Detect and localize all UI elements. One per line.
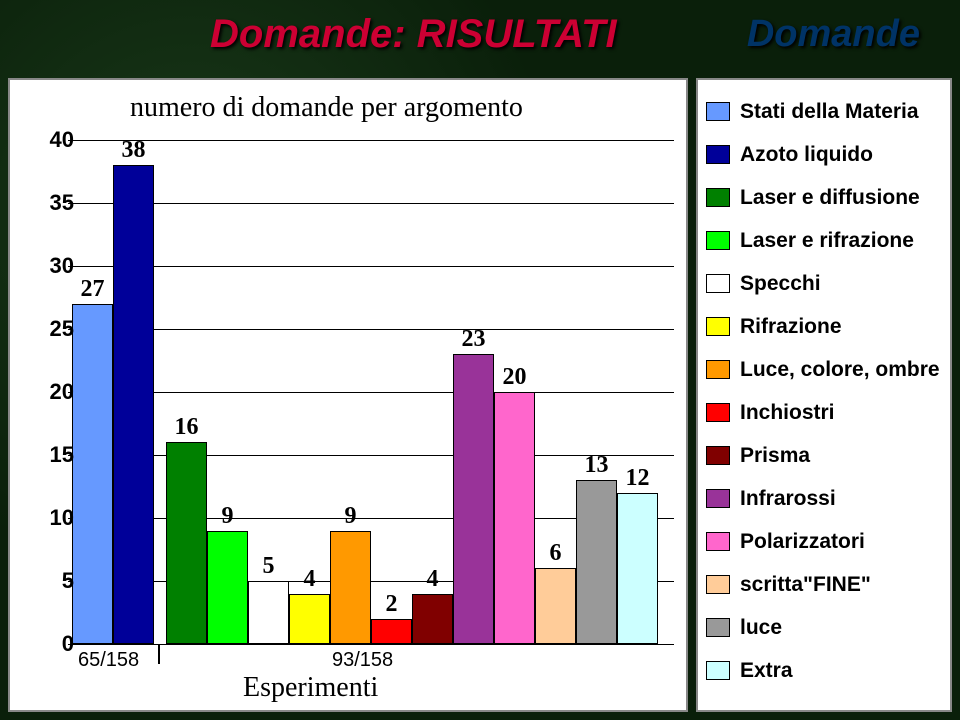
legend-swatch [706, 188, 730, 207]
bar-value-label: 23 [454, 326, 493, 353]
y-tick-label: 5 [34, 568, 74, 594]
y-tick-label: 10 [34, 505, 74, 531]
legend-swatch [706, 317, 730, 336]
legend-panel: Stati della Materia Azoto liquido Laser e … [696, 78, 952, 712]
bar: 9 [330, 531, 371, 644]
bar: 4 [412, 594, 453, 644]
legend-item: Extra [706, 649, 942, 692]
legend-item: Specchi [706, 262, 942, 305]
legend-swatch [706, 489, 730, 508]
bar-value-label: 5 [249, 553, 288, 580]
bar-value-label: 4 [413, 566, 452, 593]
bar: 27 [72, 304, 113, 644]
legend-swatch [706, 446, 730, 465]
legend-swatch [706, 618, 730, 637]
title-bar: Domande: RISULTATI Domande [210, 8, 920, 60]
legend-label: Inchiostri [740, 401, 835, 425]
bar-value-label: 38 [114, 137, 153, 164]
bar: 12 [617, 493, 658, 644]
y-tick-label: 25 [34, 316, 74, 342]
y-tick-label: 0 [34, 631, 74, 657]
legend-label: Specchi [740, 272, 821, 296]
legend-swatch [706, 403, 730, 422]
bars-container: 273816954924232061312 [68, 140, 674, 644]
bar: 6 [535, 568, 576, 644]
legend-swatch [706, 231, 730, 250]
legend-swatch [706, 145, 730, 164]
bar: 20 [494, 392, 535, 644]
y-tick-label: 30 [34, 253, 74, 279]
legend-label: luce [740, 616, 782, 640]
group-label-left: 65/158 [78, 649, 139, 672]
bar-value-label: 4 [290, 566, 329, 593]
y-tick-label: 15 [34, 442, 74, 468]
bar-value-label: 13 [577, 452, 616, 479]
legend-label: Polarizzatori [740, 530, 865, 554]
x-axis-label: Esperimenti [243, 672, 378, 704]
bar: 23 [453, 354, 494, 644]
bar-value-label: 2 [372, 591, 411, 618]
legend-label: Laser e diffusione [740, 186, 920, 210]
y-tick-label: 35 [34, 190, 74, 216]
legend-item: Polarizzatori [706, 520, 942, 563]
group-label-right: 93/158 [332, 649, 393, 672]
legend-item: Prisma [706, 434, 942, 477]
legend-item: scritta"FINE" [706, 563, 942, 606]
legend-swatch [706, 532, 730, 551]
chart-panel: numero di domande per argomento 27381695… [8, 78, 688, 712]
bar: 2 [371, 619, 412, 644]
bar: 9 [207, 531, 248, 644]
legend-swatch [706, 360, 730, 379]
y-tick-label: 20 [34, 379, 74, 405]
legend-label: Rifrazione [740, 315, 842, 339]
legend-item: Azoto liquido [706, 133, 942, 176]
plot-area: 273816954924232061312 65/158 93/158 Espe… [68, 140, 674, 644]
bar-value-label: 12 [618, 465, 657, 492]
bar-value-label: 20 [495, 364, 534, 391]
bar-value-label: 9 [208, 503, 247, 530]
bar: 4 [289, 594, 330, 644]
legend-swatch [706, 661, 730, 680]
group-divider [158, 644, 160, 664]
legend-label: Azoto liquido [740, 143, 873, 167]
legend-item: Rifrazione [706, 305, 942, 348]
bar: 38 [113, 165, 154, 644]
legend-item: Infrarossi [706, 477, 942, 520]
bar-value-label: 9 [331, 503, 370, 530]
legend-item: luce [706, 606, 942, 649]
bar: 5 [248, 581, 289, 644]
legend-label: Infrarossi [740, 487, 836, 511]
bar-value-label: 16 [167, 414, 206, 441]
y-tick-label: 40 [34, 127, 74, 153]
legend-label: Stati della Materia [740, 100, 919, 124]
title-main: Domande: RISULTATI [210, 12, 617, 57]
legend-item: Laser e rifrazione [706, 219, 942, 262]
legend-label: Prisma [740, 444, 810, 468]
bar-value-label: 6 [536, 540, 575, 567]
legend-label: Laser e rifrazione [740, 229, 914, 253]
legend-item: Inchiostri [706, 391, 942, 434]
legend-swatch [706, 102, 730, 121]
chart-subtitle: numero di domande per argomento [130, 92, 523, 124]
legend-item: Luce, colore, ombre [706, 348, 942, 391]
legend-label: scritta"FINE" [740, 573, 871, 597]
legend-item: Stati della Materia [706, 90, 942, 133]
bar: 16 [166, 442, 207, 644]
legend-label: Luce, colore, ombre [740, 358, 940, 382]
legend-swatch [706, 575, 730, 594]
legend-swatch [706, 274, 730, 293]
legend-label: Extra [740, 659, 793, 683]
title-section: Domande [747, 13, 920, 56]
bar: 13 [576, 480, 617, 644]
bar-value-label: 27 [73, 276, 112, 303]
legend-item: Laser e diffusione [706, 176, 942, 219]
